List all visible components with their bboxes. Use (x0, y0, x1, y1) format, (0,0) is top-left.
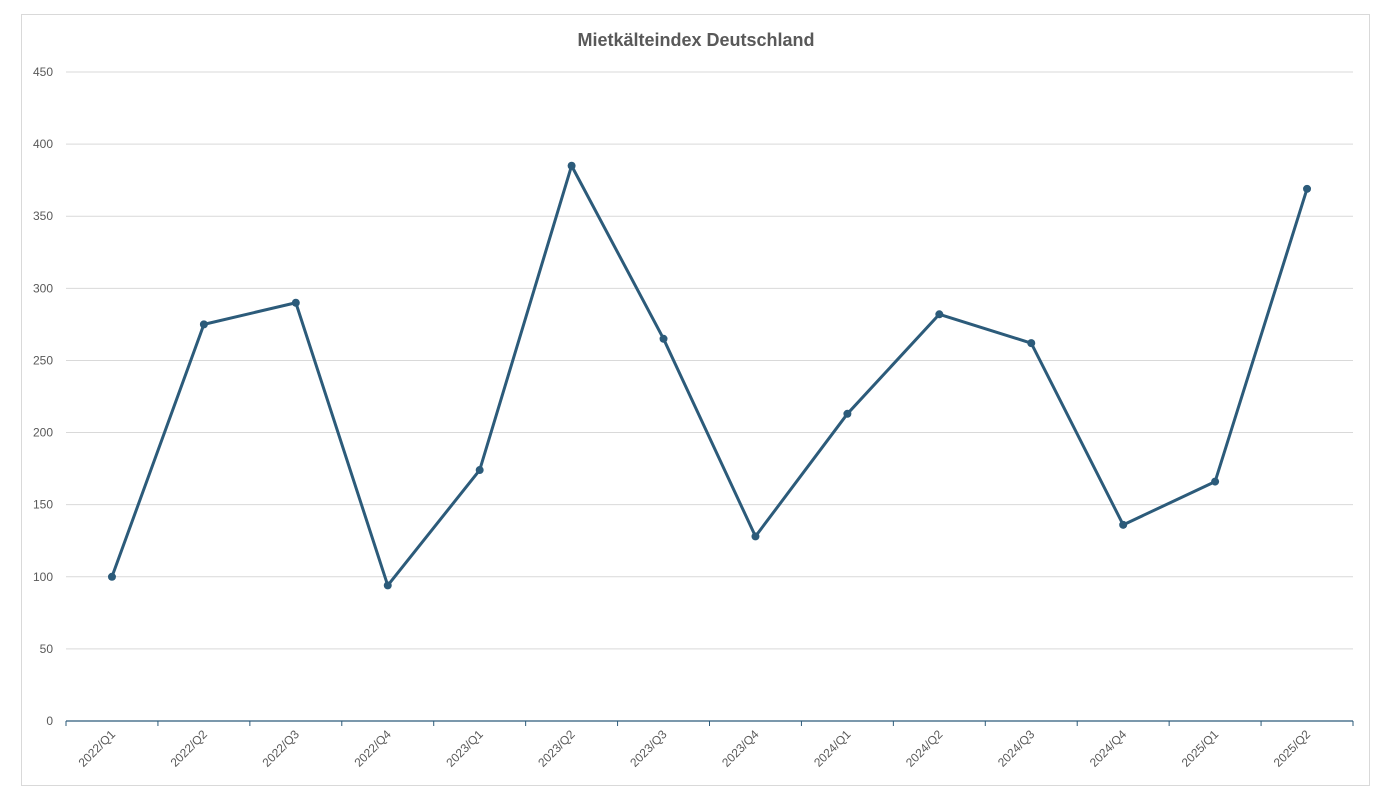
x-tick-label: 2024/Q2 (903, 727, 946, 770)
data-point (567, 161, 576, 170)
data-point (751, 532, 760, 541)
y-tick-label: 100 (33, 570, 53, 584)
x-axis-tick-labels: 2022/Q1 2022/Q2 2022/Q3 2022/Q4 2023/Q1 2023/… (76, 727, 1314, 770)
data-point (1303, 184, 1312, 193)
data-point (383, 581, 392, 590)
y-tick-label: 350 (33, 209, 53, 223)
y-tick-label: 0 (46, 714, 53, 728)
y-tick-label: 450 (33, 65, 53, 79)
x-tick-label: 2023/Q2 (535, 727, 578, 770)
data-point (1211, 477, 1220, 486)
y-axis-tick-labels: 0 50 100 150 200 250 300 350 400 450 (33, 65, 53, 728)
chart-frame (21, 14, 1370, 786)
x-tick-label: 2022/Q4 (351, 727, 394, 770)
data-point (475, 466, 484, 475)
x-axis (65, 720, 1354, 726)
data-point (843, 409, 852, 418)
x-tick-label: 2022/Q1 (76, 727, 119, 770)
y-tick-label: 400 (33, 137, 53, 151)
data-point (199, 320, 208, 329)
data-point (1119, 520, 1128, 529)
x-tick-label: 2024/Q3 (995, 727, 1038, 770)
series-group (107, 161, 1312, 590)
x-tick-label: 2024/Q4 (1087, 727, 1130, 770)
x-tick-label: 2024/Q1 (811, 727, 854, 770)
y-tick-label: 200 (33, 426, 53, 440)
series-line (110, 164, 1309, 587)
y-tick-label: 150 (33, 498, 53, 512)
x-tick-label: 2022/Q3 (259, 727, 302, 770)
x-tick-label: 2023/Q3 (627, 727, 670, 770)
data-point (107, 572, 116, 581)
data-point (1027, 339, 1036, 348)
data-point (291, 298, 300, 307)
data-point (935, 310, 944, 319)
gridlines (66, 71, 1353, 650)
y-tick-label: 300 (33, 281, 53, 295)
x-tick-label: 2023/Q4 (719, 727, 762, 770)
x-tick-label: 2023/Q1 (443, 727, 486, 770)
x-tick-label: 2022/Q2 (168, 727, 211, 770)
data-point (659, 334, 668, 343)
y-tick-label: 250 (33, 353, 53, 367)
x-tick-label: 2025/Q2 (1271, 727, 1314, 770)
x-tick-label: 2025/Q1 (1179, 727, 1222, 770)
chart-title: Mietkälteindex Deutschland (577, 30, 814, 50)
y-tick-label: 50 (40, 642, 54, 656)
